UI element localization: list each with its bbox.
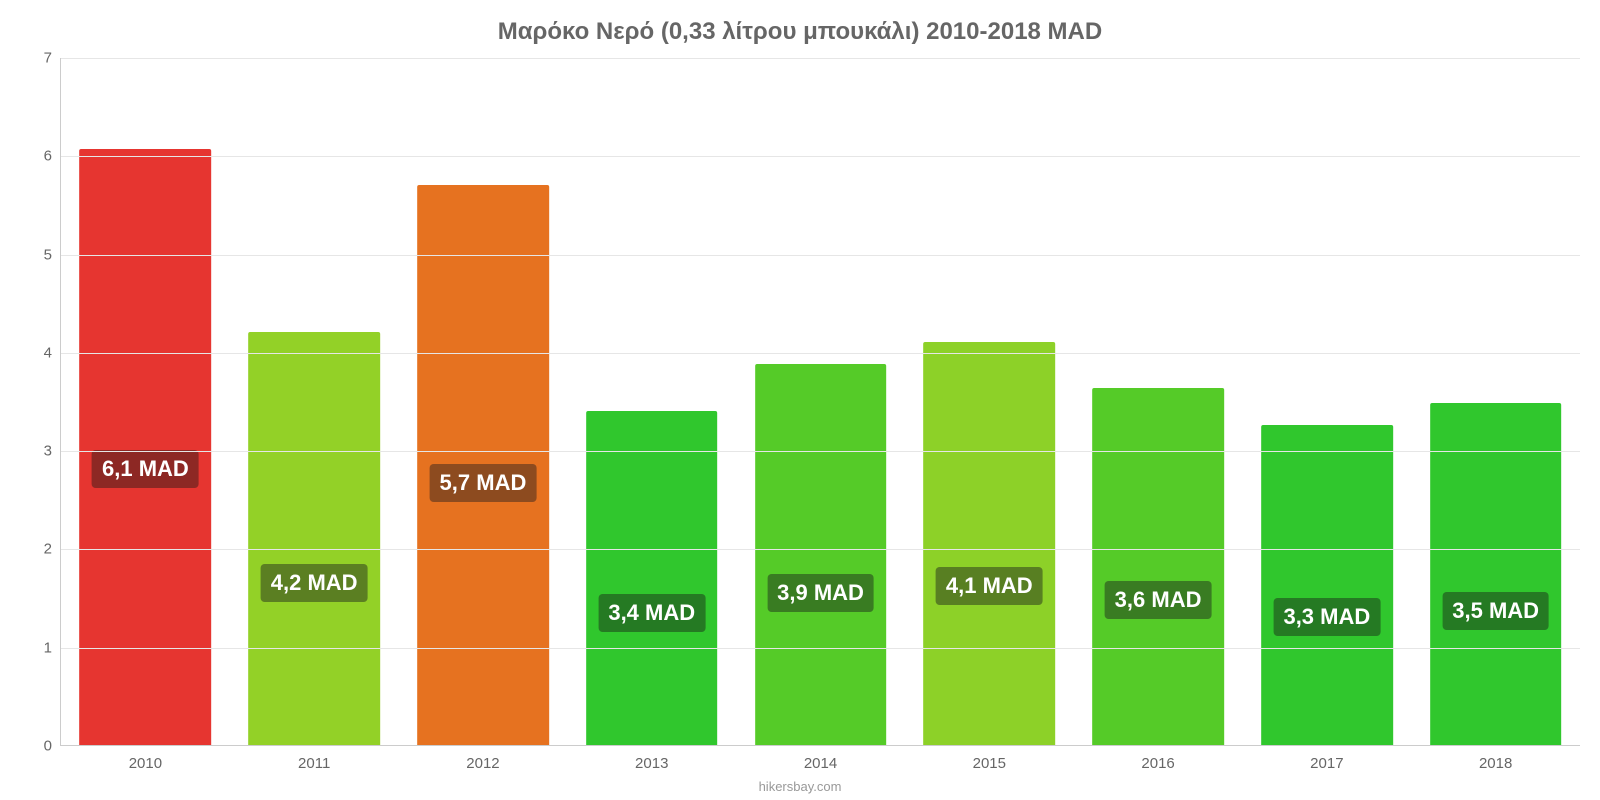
bar (248, 332, 380, 745)
gridline (61, 255, 1580, 256)
gridline (61, 451, 1580, 452)
y-tick-label: 6 (12, 148, 52, 165)
bar-slot: 3,9 MAD2014 (736, 58, 905, 745)
gridline (61, 353, 1580, 354)
gridline (61, 549, 1580, 550)
y-tick-label: 0 (12, 738, 52, 755)
bar-slot: 5,7 MAD2012 (399, 58, 568, 745)
bar-value-label: 4,2 MAD (261, 564, 368, 602)
x-tick-label: 2010 (129, 755, 162, 772)
bar (1430, 403, 1562, 745)
y-tick-label: 7 (12, 50, 52, 67)
x-tick-label: 2016 (1141, 755, 1174, 772)
x-tick-label: 2012 (466, 755, 499, 772)
bar-value-label: 3,9 MAD (767, 574, 874, 612)
chart-title: Μαρόκο Νερό (0,33 λίτρου μπουκάλι) 2010-… (0, 0, 1600, 52)
gridline (61, 58, 1580, 59)
y-tick-label: 2 (12, 541, 52, 558)
bar (923, 342, 1055, 745)
footer-credit: hikersbay.com (0, 779, 1600, 794)
gridline (61, 156, 1580, 157)
bar-slot: 4,1 MAD2015 (905, 58, 1074, 745)
x-tick-label: 2011 (298, 755, 330, 772)
bar-slot: 3,4 MAD2013 (567, 58, 736, 745)
bar-slot: 6,1 MAD2010 (61, 58, 230, 745)
bar-value-label: 6,1 MAD (92, 450, 199, 488)
bar-slot: 3,5 MAD2018 (1411, 58, 1580, 745)
plot-area: 6,1 MAD20104,2 MAD20115,7 MAD20123,4 MAD… (60, 58, 1580, 746)
bar (586, 411, 718, 745)
bar-slot: 4,2 MAD2011 (230, 58, 399, 745)
x-tick-label: 2015 (973, 755, 1006, 772)
x-tick-label: 2013 (635, 755, 668, 772)
bar-value-label: 3,5 MAD (1442, 592, 1549, 630)
bar-value-label: 3,3 MAD (1273, 598, 1380, 636)
bar-value-label: 3,4 MAD (598, 594, 705, 632)
gridline (61, 648, 1580, 649)
bar (755, 364, 887, 745)
y-tick-label: 4 (12, 344, 52, 361)
x-tick-label: 2017 (1310, 755, 1343, 772)
bar-slot: 3,6 MAD2016 (1074, 58, 1243, 745)
bar-value-label: 3,6 MAD (1105, 581, 1212, 619)
y-tick-label: 5 (12, 246, 52, 263)
bar-value-label: 4,1 MAD (936, 567, 1043, 605)
bar-slot: 3,3 MAD2017 (1242, 58, 1411, 745)
y-tick-label: 3 (12, 443, 52, 460)
bar (80, 149, 212, 745)
bars-row: 6,1 MAD20104,2 MAD20115,7 MAD20123,4 MAD… (61, 58, 1580, 745)
bar (1261, 425, 1393, 745)
bar-value-label: 5,7 MAD (430, 464, 537, 502)
x-tick-label: 2014 (804, 755, 837, 772)
x-tick-label: 2018 (1479, 755, 1512, 772)
chart-container: Μαρόκο Νερό (0,33 λίτρου μπουκάλι) 2010-… (0, 0, 1600, 800)
bar (1092, 388, 1224, 745)
y-tick-label: 1 (12, 639, 52, 656)
